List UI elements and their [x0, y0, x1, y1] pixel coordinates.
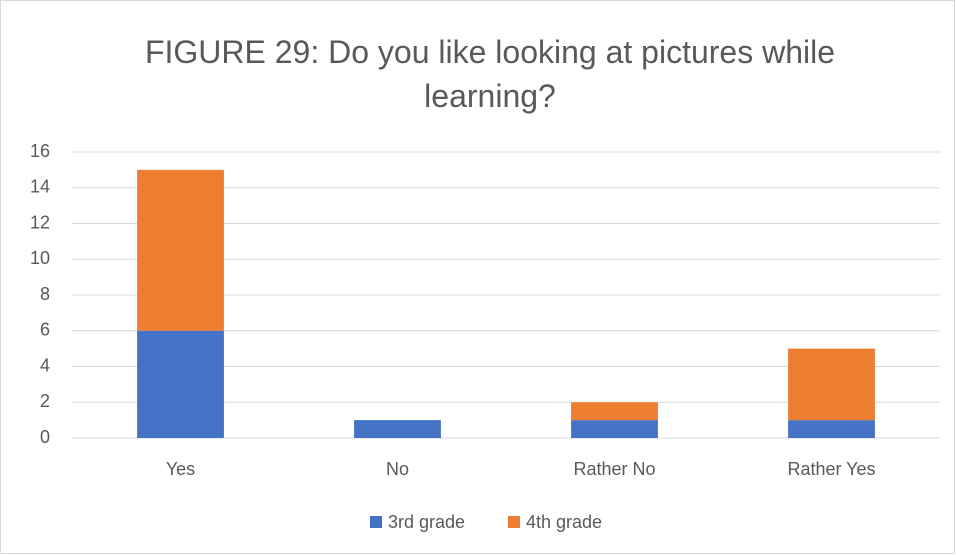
x-tick-label: No: [386, 459, 409, 479]
x-tick-label: Yes: [166, 459, 195, 479]
y-tick-label: 16: [30, 141, 50, 161]
y-tick-label: 14: [30, 177, 50, 197]
x-tick-label: Rather No: [573, 459, 655, 479]
bar-segment: [788, 420, 875, 438]
y-tick-label: 12: [30, 212, 50, 232]
bar-segment: [571, 402, 658, 421]
y-tick-label: 0: [40, 427, 50, 447]
legend-label: 4th grade: [526, 512, 602, 532]
legend-swatch: [508, 516, 520, 528]
legend-swatch: [370, 516, 382, 528]
legend-label: 3rd grade: [388, 512, 465, 532]
y-tick-label: 10: [30, 248, 50, 268]
y-tick-label: 8: [40, 284, 50, 304]
bar-segment: [137, 169, 224, 331]
y-tick-label: 6: [40, 320, 50, 340]
bar-segment: [788, 348, 875, 421]
bar-segment: [571, 420, 658, 438]
bar-segment: [354, 420, 441, 438]
chart-title: FIGURE 29: Do you like looking at pictur…: [144, 34, 836, 114]
bar-segment: [137, 330, 224, 438]
y-tick-label: 2: [40, 391, 50, 411]
x-tick-label: Rather Yes: [787, 459, 875, 479]
y-tick-label: 4: [40, 355, 50, 375]
